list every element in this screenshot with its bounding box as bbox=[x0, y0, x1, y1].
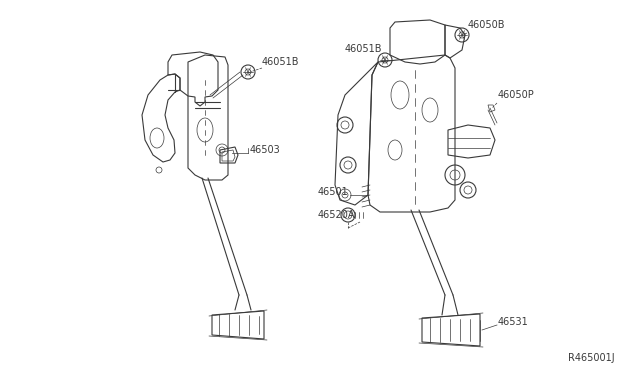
Text: 46520A: 46520A bbox=[318, 210, 355, 220]
Text: R465001J: R465001J bbox=[568, 353, 615, 363]
Text: 46050B: 46050B bbox=[468, 20, 506, 30]
Text: 46050P: 46050P bbox=[498, 90, 535, 100]
Text: 46503: 46503 bbox=[250, 145, 281, 155]
Text: 46051B: 46051B bbox=[262, 57, 300, 67]
Text: 46531: 46531 bbox=[498, 317, 529, 327]
Text: 46501: 46501 bbox=[318, 187, 349, 197]
Text: 46051B: 46051B bbox=[345, 44, 383, 54]
